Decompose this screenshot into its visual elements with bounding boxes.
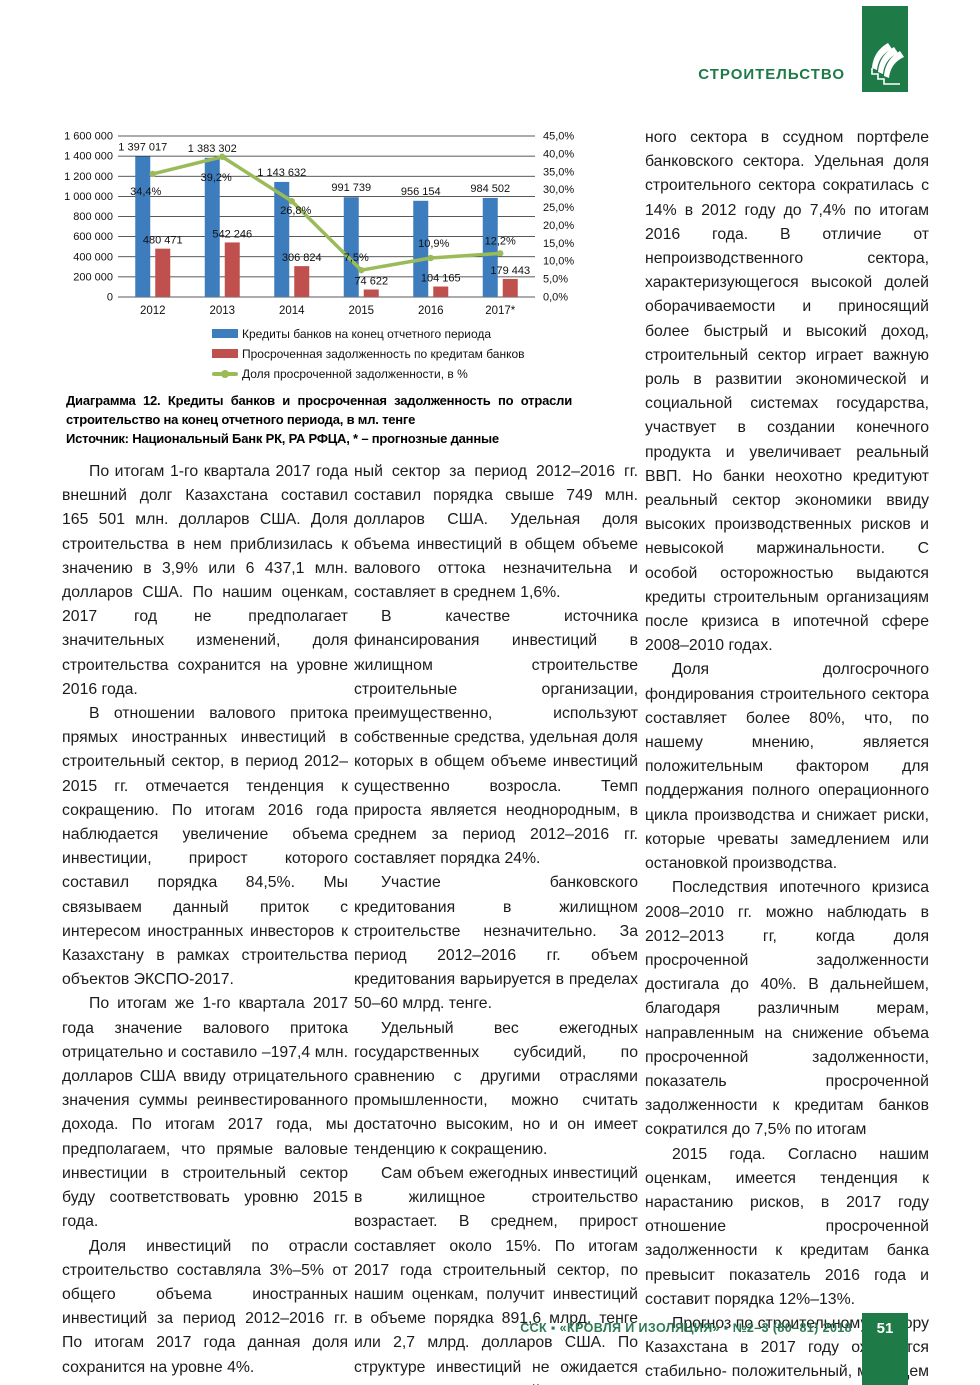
svg-text:1 383 302: 1 383 302 xyxy=(188,143,237,155)
svg-text:306 824: 306 824 xyxy=(282,252,322,264)
svg-text:15,0%: 15,0% xyxy=(543,238,574,250)
legend-bar-swatch xyxy=(212,329,238,338)
svg-text:25,0%: 25,0% xyxy=(543,202,574,214)
svg-text:480 471: 480 471 xyxy=(143,235,183,247)
legend-label: Просроченная задолженность по кредитам б… xyxy=(242,346,525,361)
body-paragraph: Участие банковского кредитования в жилищ… xyxy=(354,874,638,1013)
svg-text:2012: 2012 xyxy=(140,305,166,317)
svg-text:2015: 2015 xyxy=(348,305,374,317)
svg-text:104 165: 104 165 xyxy=(421,273,461,285)
svg-text:800 000: 800 000 xyxy=(73,211,113,223)
svg-text:2016: 2016 xyxy=(418,305,444,317)
body-paragraph: В отношении валового притока прямых инос… xyxy=(62,705,348,989)
svg-text:35,0%: 35,0% xyxy=(543,166,574,178)
text-column-3: ного сектора в ссудном портфеле банковск… xyxy=(645,126,929,1385)
svg-text:200 000: 200 000 xyxy=(73,271,113,283)
svg-text:12,2%: 12,2% xyxy=(485,235,516,247)
body-paragraph: В качестве источника финансирования инве… xyxy=(354,608,638,868)
svg-text:30,0%: 30,0% xyxy=(543,184,574,196)
footer-line: ССК ▪ «КРОВЛЯ И ИЗОЛЯЦИЯ» ▪ №2–3 (80–81)… xyxy=(520,1321,852,1335)
legend-item: Доля просроченной задолженности, в % xyxy=(212,366,525,381)
svg-text:542 246: 542 246 xyxy=(212,228,252,240)
body-paragraph: Сам объем ежегодных инвестиций в жилищно… xyxy=(354,1164,638,1385)
chart-caption: Диаграмма 12. Кредиты банков и просрочен… xyxy=(66,391,572,448)
legend-item: Кредиты банков на конец отчетного период… xyxy=(212,326,525,341)
svg-text:956 154: 956 154 xyxy=(401,186,441,198)
body-paragraph: По итогам же 1-го квартала 2017 года зна… xyxy=(62,995,348,1231)
chart-legend: Кредиты банков на конец отчетного период… xyxy=(212,327,525,387)
body-paragraph: Удельный вес ежегодных государственных с… xyxy=(354,1019,638,1158)
svg-text:600 000: 600 000 xyxy=(73,231,113,243)
text-column-1: По итогам 1-го квартала 2017 года внешни… xyxy=(62,460,348,1385)
svg-text:1 000 000: 1 000 000 xyxy=(64,191,113,203)
credits-overdue-chart: 0 200 000 400 000 600 000 800 000 1 000 000 1 … xyxy=(64,131,574,318)
body-paragraph: По итогам 1-го квартала 2017 года внешни… xyxy=(62,463,348,698)
legend-label: Кредиты банков на конец отчетного период… xyxy=(242,326,492,341)
svg-text:2013: 2013 xyxy=(209,305,235,317)
chart-caption-source: Источник: Национальный Банк РК, РА РФЦА,… xyxy=(66,431,499,446)
legend-item: Просроченная задолженность по кредитам б… xyxy=(212,346,525,361)
text-column-2: ный сектор за период 2012–2016 гг. соста… xyxy=(354,460,638,1385)
svg-text:0: 0 xyxy=(107,292,113,304)
svg-text:991 739: 991 739 xyxy=(331,182,371,194)
page-number-box: 51 xyxy=(862,1313,908,1385)
svg-text:1 397 017: 1 397 017 xyxy=(118,141,167,153)
svg-text:0,0%: 0,0% xyxy=(543,292,568,304)
svg-text:1 600 000: 1 600 000 xyxy=(64,131,113,143)
page-number: 51 xyxy=(876,1320,894,1337)
svg-text:5,0%: 5,0% xyxy=(543,274,568,286)
section-heading: СТРОИТЕЛЬСТВО xyxy=(698,66,845,83)
svg-text:10,9%: 10,9% xyxy=(418,238,449,250)
svg-text:26,8%: 26,8% xyxy=(280,205,311,217)
svg-text:10,0%: 10,0% xyxy=(543,256,574,268)
body-paragraph: Доля долгосрочного фондирования строител… xyxy=(645,661,929,873)
svg-text:20,0%: 20,0% xyxy=(543,220,574,232)
svg-text:1 143 632: 1 143 632 xyxy=(257,167,306,179)
body-paragraph: ный сектор за период 2012–2016 гг. соста… xyxy=(354,463,638,602)
svg-text:400 000: 400 000 xyxy=(73,251,113,263)
body-paragraph: ного сектора в ссудном портфеле банковск… xyxy=(645,129,929,655)
svg-text:984 502: 984 502 xyxy=(470,183,510,195)
body-paragraph: 2015 года. Согласно нашим оценкам, имеет… xyxy=(645,1145,929,1308)
body-paragraph: Последствия ипотечного кризиса 2008–2010… xyxy=(645,879,929,1139)
body-paragraph: Доля инвестиций по отрасли строительство… xyxy=(62,1237,348,1376)
svg-text:179 443: 179 443 xyxy=(490,265,530,277)
svg-text:1 200 000: 1 200 000 xyxy=(64,171,113,183)
publisher-logo xyxy=(862,6,908,92)
svg-text:2017*: 2017* xyxy=(485,305,516,317)
logo-swoosh-icon xyxy=(871,43,904,85)
svg-text:34,4%: 34,4% xyxy=(130,186,161,198)
svg-text:39,2%: 39,2% xyxy=(201,172,232,184)
legend-label: Доля просроченной задолженности, в % xyxy=(242,366,468,381)
legend-bar-swatch xyxy=(212,349,238,358)
svg-text:45,0%: 45,0% xyxy=(543,131,574,143)
svg-text:7,5%: 7,5% xyxy=(344,252,369,264)
legend-line-swatch xyxy=(212,369,238,378)
svg-text:40,0%: 40,0% xyxy=(543,148,574,160)
svg-text:1 400 000: 1 400 000 xyxy=(64,151,113,163)
svg-text:2014: 2014 xyxy=(279,305,305,317)
body-paragraph: В отношении валового оттока прямых инвес… xyxy=(62,1380,348,1385)
chart-caption-title: Диаграмма 12. Кредиты банков и просрочен… xyxy=(66,393,572,427)
svg-text:74 622: 74 622 xyxy=(354,275,388,287)
